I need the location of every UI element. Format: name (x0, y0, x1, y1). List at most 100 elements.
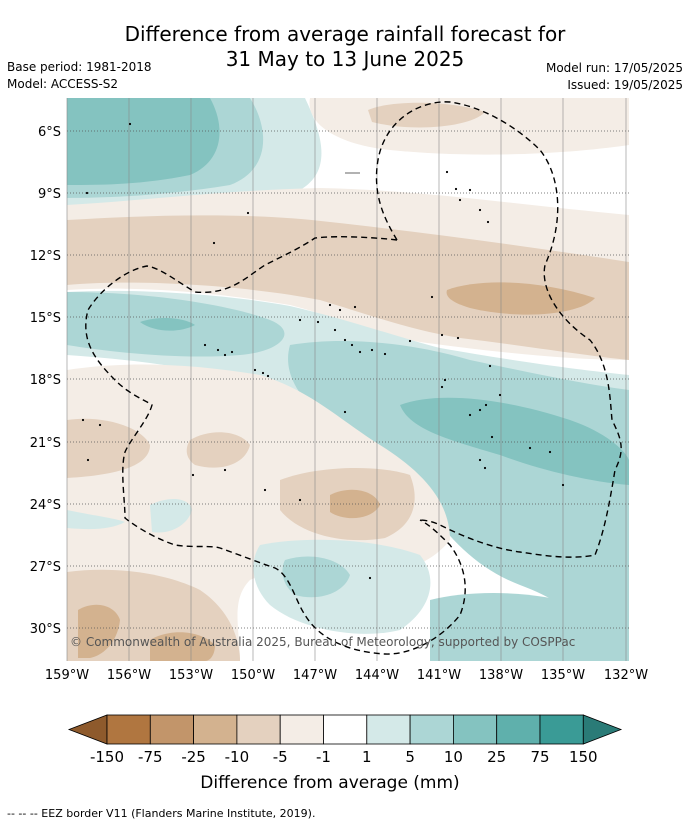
dry-region-southwest-core (78, 604, 120, 658)
island-dot (230, 350, 234, 354)
island-dot (430, 295, 434, 299)
colorbar-segment (106, 714, 151, 745)
colorbar-segment (409, 714, 454, 745)
island-dot (443, 378, 447, 382)
meta-left: Base period: 1981-2018 Model: ACCESS-S2 (7, 59, 152, 93)
colorbar-segment (539, 714, 584, 745)
colorbar-tick: 75 (530, 748, 549, 766)
colorbar-segment (193, 714, 238, 745)
island-dot (98, 423, 102, 427)
colorbar-tick-labels: -150 -75 -25 -10 -5 -1 1 5 10 25 75 150 (90, 748, 598, 766)
lat-label: 30°S (30, 622, 61, 637)
model-run: Model run: 17/05/2025 (545, 61, 683, 75)
island-dot (328, 303, 332, 307)
wet-patch-south-medium (282, 556, 350, 598)
colorbar-tick: 150 (569, 748, 598, 766)
island-dot (358, 350, 362, 354)
lat-label: 12°S (30, 249, 61, 264)
title-line-1: Difference from average rainfall forecas… (124, 22, 566, 46)
latitude-labels: 6°S 9°S 12°S 15°S 18°S 21°S 24°S 27°S 30°S (30, 125, 61, 637)
lat-label: 21°S (30, 436, 61, 451)
island-dot (216, 348, 220, 352)
lon-label: 141°W (417, 668, 461, 683)
colorbar-tick: -75 (138, 748, 163, 766)
model-name: Model: ACCESS-S2 (7, 77, 119, 91)
colorbar (67, 714, 623, 745)
colorbar-segment (452, 714, 498, 745)
lon-label: 150°W (231, 668, 275, 683)
island-dot (350, 343, 354, 347)
colorbar-segment (323, 714, 368, 745)
colorbar-tick: 1 (362, 748, 372, 766)
colorbar-tick: -5 (273, 748, 288, 766)
longitude-labels: 159°W 156°W 153°W 150°W 147°W 144°W 141°W 138°W… (45, 668, 648, 683)
island-dot (478, 408, 482, 412)
island-dot (343, 410, 347, 414)
colorbar-extend-max (582, 714, 623, 745)
island-dot (253, 368, 257, 372)
island-dot (368, 576, 372, 580)
wet-band-southeast (430, 593, 613, 661)
lat-label: 9°S (38, 187, 61, 202)
island-dot (203, 343, 207, 347)
lat-label: 6°S (38, 125, 61, 140)
meta-right: Model run: 17/05/2025 Issued: 19/05/2025 (546, 60, 683, 94)
island-dot (484, 403, 488, 407)
island-dot (353, 305, 357, 309)
island-dot (445, 170, 449, 174)
island-dot (338, 308, 342, 312)
island-dot (458, 198, 462, 202)
island-dot (483, 466, 487, 470)
lon-label: 132°W (604, 668, 648, 683)
dry-band-core (446, 282, 595, 315)
lon-label: 159°W (45, 668, 89, 683)
dry-region-southwest-core-2 (150, 632, 215, 661)
island-dot (85, 191, 89, 195)
eez-border (85, 101, 622, 655)
wet-spot-west (140, 318, 195, 331)
wet-region-north-max (67, 98, 220, 185)
island-dot (454, 187, 458, 191)
wet-patch-west-edge (67, 510, 125, 530)
dry-region-mid-medium (186, 432, 250, 468)
island-dot (456, 336, 460, 340)
island-dot (316, 320, 320, 324)
dry-band-medium (67, 215, 629, 360)
title-line-2: 31 May to 13 June 2025 (225, 47, 465, 71)
eez-border-north (375, 101, 622, 558)
lon-label: 156°W (107, 668, 151, 683)
island-dot (486, 220, 490, 224)
islands (81, 122, 565, 580)
colorbar-tick: 25 (487, 748, 506, 766)
lon-label: 138°W (479, 668, 523, 683)
island-dot (498, 393, 502, 397)
colorbar-tick: 5 (405, 748, 415, 766)
island-dot (81, 418, 85, 422)
graticule (66, 98, 629, 661)
copyright-notice: © Commonwealth of Australia 2025, Bureau… (70, 635, 575, 649)
eez-border-west (85, 236, 466, 655)
island-dot (468, 413, 472, 417)
island-dot (478, 208, 482, 212)
island-dot (408, 339, 412, 343)
colorbar-segment (496, 714, 541, 745)
colorbar-tick: -10 (225, 748, 250, 766)
island-dot (468, 188, 472, 192)
island-dot (263, 488, 267, 492)
issued-date: Issued: 19/05/2025 (567, 78, 683, 92)
colorbar-tick: -1 (316, 748, 331, 766)
island-dot (440, 333, 444, 337)
island-dot (266, 374, 270, 378)
island-dot (333, 328, 337, 332)
island-dot (223, 468, 227, 472)
lat-label: 27°S (30, 560, 61, 575)
colorbar-tick: -150 (90, 748, 124, 766)
island-dot (86, 458, 90, 462)
colorbar-segment (366, 714, 411, 745)
map-title: Difference from average rainfall forecas… (0, 22, 690, 72)
colorbar-tick: 10 (444, 748, 463, 766)
island-dot (478, 458, 482, 462)
eez-footnote: -- -- -- EEZ border V11 (Flanders Marine… (7, 807, 316, 820)
colorbar-segment (279, 714, 324, 745)
colorbar-segment (149, 714, 195, 745)
